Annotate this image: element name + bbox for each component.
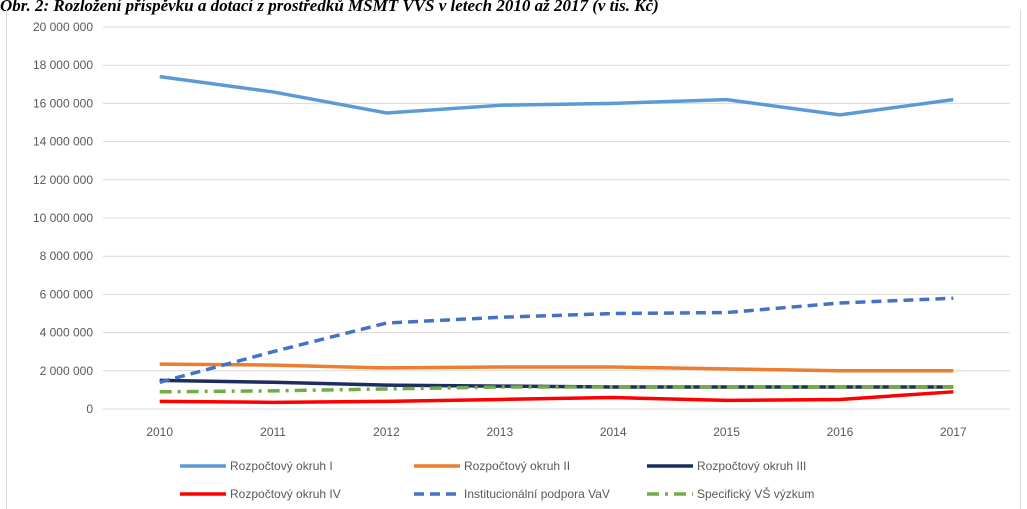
chart-frame xyxy=(6,10,1021,509)
y-axis: 0 2 000 000 4 000 000 6 000 000 8 000 000 10 … xyxy=(33,20,93,416)
y-tick-label: 20 000 000 xyxy=(33,20,93,34)
x-tick-label: 2011 xyxy=(260,425,286,439)
y-tick-label: 16 000 000 xyxy=(33,96,93,110)
legend-label: Rozpočtový okruh III xyxy=(697,459,806,473)
x-tick-label: 2016 xyxy=(827,425,854,439)
x-tick-label: 2012 xyxy=(373,425,400,439)
y-tick-label: 12 000 000 xyxy=(33,173,93,187)
y-tick-label: 4 000 000 xyxy=(40,326,94,340)
x-tick-label: 2017 xyxy=(940,425,967,439)
y-tick-label: 2 000 000 xyxy=(40,364,94,378)
y-tick-label: 6 000 000 xyxy=(40,287,94,301)
legend-label: Institucionální podpora VaV xyxy=(464,487,610,501)
x-axis: 2010 2011 2012 2013 2014 2015 2016 2017 xyxy=(103,408,1010,439)
x-tick-label: 2013 xyxy=(486,425,513,439)
legend: Rozpočtový okruh I Rozpočtový okruh II Roz… xyxy=(180,459,814,501)
y-tick-label: 14 000 000 xyxy=(33,135,93,149)
figure-caption: Obr. 2: Rozložení příspěvku a dotací z p… xyxy=(0,0,659,15)
y-tick-label: 8 000 000 xyxy=(40,249,94,263)
legend-label: Rozpočtový okruh IV xyxy=(230,487,341,501)
legend-label: Specifický VŠ výzkum xyxy=(697,486,814,501)
legend-label: Rozpočtový okruh II xyxy=(464,459,570,473)
legend-label: Rozpočtový okruh I xyxy=(230,459,333,473)
series-line-2 xyxy=(159,362,954,373)
y-tick-label: 0 xyxy=(86,402,93,416)
series-lines xyxy=(159,74,954,405)
y-tick-label: 10 000 000 xyxy=(33,211,93,225)
x-tick-label: 2015 xyxy=(713,425,740,439)
gridlines xyxy=(103,26,1010,372)
series-line-1 xyxy=(159,74,954,117)
y-tick-label: 18 000 000 xyxy=(33,58,93,72)
x-tick-label: 2014 xyxy=(600,425,627,439)
series-line-5 xyxy=(159,296,954,384)
series-line-4 xyxy=(159,390,954,405)
x-tick-label: 2010 xyxy=(146,425,173,439)
series-line-6 xyxy=(159,385,954,394)
